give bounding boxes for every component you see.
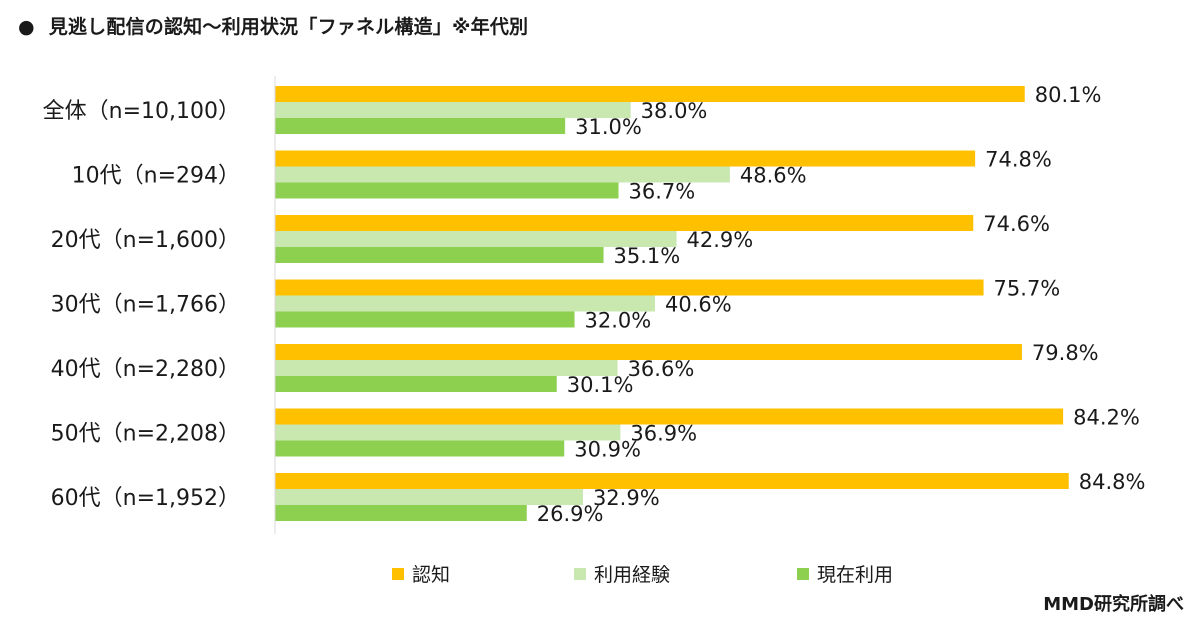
legend-swatch-usage-experience bbox=[574, 567, 586, 580]
bar-current-use bbox=[275, 505, 527, 521]
bar-awareness bbox=[275, 215, 974, 231]
bar-awareness bbox=[275, 473, 1069, 489]
value-labels-group: 80.1% 38.0%31.0% 74.8% 48.6% 36.7% 74.6% 42.9%… bbox=[537, 83, 1146, 526]
bar-current-use bbox=[275, 440, 565, 457]
title-bullet: ● bbox=[18, 16, 35, 38]
legend-swatch-awareness bbox=[392, 567, 404, 580]
data-label-current-use: 26.9% bbox=[537, 502, 604, 526]
bar-current-use bbox=[275, 182, 619, 199]
data-label-usage-experience: 32.9% bbox=[593, 486, 660, 510]
bar-awareness bbox=[275, 344, 1022, 360]
data-label-current-use: 30.9% bbox=[574, 438, 641, 462]
chart-title: ● 見逃し配信の認知～利用状況「ファネル構造」※年代別 bbox=[18, 12, 528, 39]
bar-usage-experience bbox=[275, 424, 621, 441]
data-label-current-use: 30.1% bbox=[567, 373, 634, 397]
data-label-usage-experience: 40.6% bbox=[665, 293, 732, 317]
category-label: 30代（n=1,766） bbox=[51, 293, 240, 318]
bar-usage-experience bbox=[275, 231, 677, 247]
bar-awareness bbox=[275, 408, 1064, 425]
legend-item-current-use: 現在利用 bbox=[797, 560, 893, 587]
bars-group bbox=[275, 86, 1069, 521]
category-label: 50代（n=2,208） bbox=[51, 422, 240, 447]
data-label-awareness: 79.8% bbox=[1032, 341, 1099, 365]
bar-usage-experience bbox=[275, 360, 618, 376]
data-label-usage-experience: 38.0% bbox=[641, 99, 708, 123]
bar-current-use bbox=[275, 118, 566, 134]
category-label: 20代（n=1,600） bbox=[51, 228, 240, 253]
legend-label-usage-experience: 利用経験 bbox=[594, 564, 671, 586]
data-label-awareness: 80.1% bbox=[1035, 83, 1102, 107]
bar-awareness bbox=[275, 279, 984, 296]
legend: 認知 利用経験 現在利用 bbox=[0, 560, 1200, 590]
data-label-usage-experience: 36.6% bbox=[628, 357, 695, 381]
bar-current-use bbox=[275, 247, 604, 263]
data-label-current-use: 35.1% bbox=[614, 244, 681, 268]
bar-awareness bbox=[275, 150, 976, 167]
data-label-usage-experience: 36.9% bbox=[630, 422, 697, 446]
source-note: MMD研究所調べ bbox=[1043, 594, 1184, 615]
legend-item-awareness: 認知 bbox=[392, 560, 450, 587]
bar-awareness bbox=[275, 86, 1025, 102]
category-label: 全体（n=10,100） bbox=[43, 99, 240, 124]
data-label-current-use: 31.0% bbox=[575, 115, 642, 139]
chart-title-text: 見逃し配信の認知～利用状況「ファネル構造」※年代別 bbox=[48, 16, 529, 38]
legend-label-awareness: 認知 bbox=[412, 564, 451, 586]
category-label: 40代（n=2,280） bbox=[51, 357, 240, 382]
data-label-awareness: 74.8% bbox=[985, 148, 1052, 172]
data-label-usage-experience: 48.6% bbox=[740, 164, 807, 188]
bar-usage-experience bbox=[275, 102, 631, 118]
data-label-awareness: 74.6% bbox=[983, 212, 1050, 236]
bar-current-use bbox=[275, 376, 557, 392]
data-label-current-use: 36.7% bbox=[629, 180, 696, 204]
category-labels-group: 全体（n=10,100） 10代（n=294） 20代（n=1,600） 30代（n=… bbox=[43, 99, 240, 511]
data-label-current-use: 32.0% bbox=[585, 309, 652, 333]
data-label-usage-experience: 42.9% bbox=[687, 228, 754, 252]
legend-item-usage-experience: 利用経験 bbox=[574, 560, 670, 587]
data-label-awareness: 75.7% bbox=[994, 277, 1061, 301]
legend-swatch-current-use bbox=[797, 567, 809, 580]
data-label-awareness: 84.2% bbox=[1073, 406, 1140, 430]
bar-usage-experience bbox=[275, 295, 656, 312]
data-label-awareness: 84.8% bbox=[1079, 470, 1146, 494]
category-label: 10代（n=294） bbox=[72, 164, 240, 189]
bar-usage-experience bbox=[275, 166, 730, 183]
bar-current-use bbox=[275, 311, 575, 328]
legend-label-current-use: 現在利用 bbox=[817, 564, 894, 586]
bar-chart: 80.1% 38.0%31.0% 74.8% 48.6% 36.7% 74.6% 42.9%… bbox=[43, 76, 1146, 534]
bar-usage-experience bbox=[275, 489, 583, 505]
category-label: 60代（n=1,952） bbox=[51, 486, 240, 511]
